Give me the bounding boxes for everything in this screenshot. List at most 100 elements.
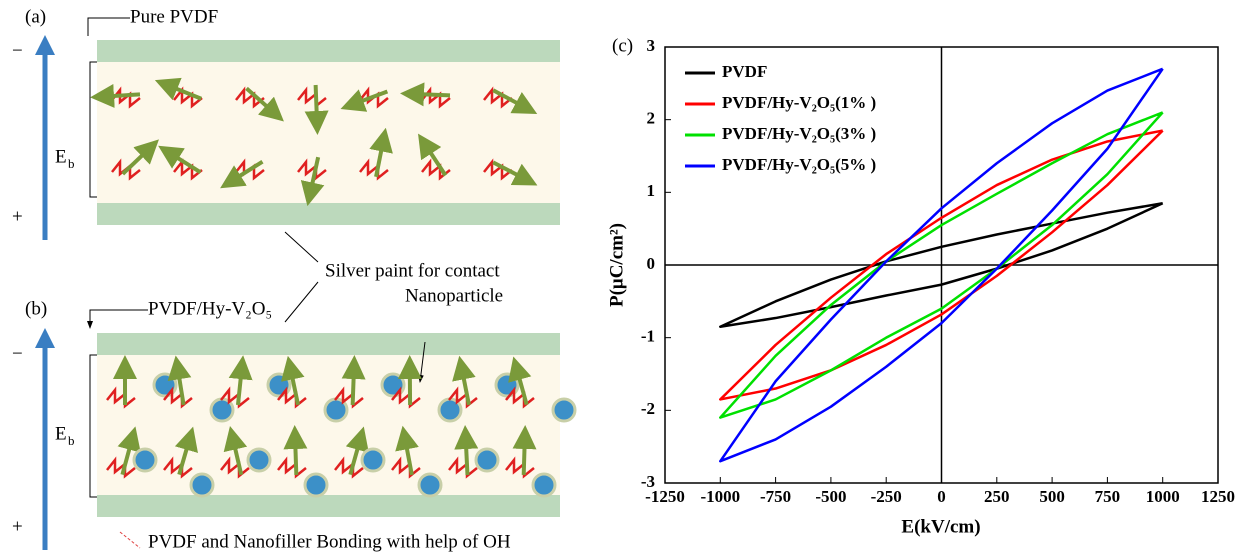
label: PVDF/Hy-V₂O₅: [148, 298, 272, 319]
nanoparticle: [531, 472, 557, 498]
x-tick-label: -750: [760, 487, 791, 506]
panel-label: (b): [25, 298, 47, 319]
sign: −: [12, 343, 23, 364]
y-axis-label: P(μC/cm²): [606, 223, 627, 307]
polymer-chain: [334, 456, 364, 479]
electrode: [97, 40, 560, 62]
dipole: [280, 355, 305, 406]
dipole: [174, 426, 198, 476]
schematic: (a) Pure PVDF (b) PVDF/Hy-V₂O₅ Nanoparti…: [12, 6, 577, 552]
polymer-chain: [220, 386, 250, 409]
dipole: [245, 86, 284, 122]
polymer-chain: [359, 158, 389, 181]
label: Pure PVDF: [130, 6, 218, 27]
bond-legend: [119, 531, 141, 549]
dipole: [400, 82, 451, 107]
sign: +: [12, 516, 23, 537]
dipole: [345, 426, 369, 476]
dipole: [340, 89, 389, 112]
nanoparticle: [360, 447, 386, 473]
dipole: [283, 425, 308, 476]
dipole: [454, 425, 479, 476]
dipole: [395, 425, 419, 476]
polymer-chain: [111, 86, 141, 109]
x-tick-label: -1250: [645, 487, 685, 506]
field-label-sub: b: [68, 156, 75, 171]
dipole: [167, 355, 192, 406]
nanoparticle: [132, 447, 158, 473]
label: Silver paint for contact: [325, 260, 500, 281]
dipole: [223, 426, 248, 476]
electrode: [97, 495, 560, 517]
y-tick-label: 0: [647, 254, 656, 273]
dipole: [158, 145, 202, 175]
series-line: [719, 111, 1164, 419]
y-tick-label: 3: [647, 36, 656, 55]
label: Nanoparticle: [405, 285, 503, 306]
dipole: [117, 426, 141, 476]
field-label: E: [55, 146, 67, 167]
x-tick-label: 1000: [1146, 487, 1180, 506]
nanoparticle: [303, 472, 329, 498]
legend-label: PVDF: [722, 62, 767, 81]
film: [97, 62, 560, 203]
panel-label: (a): [25, 6, 46, 27]
sign: +: [12, 206, 23, 227]
dipole: [304, 84, 329, 135]
x-tick-label: 750: [1095, 487, 1121, 506]
x-tick-label: -1000: [700, 487, 740, 506]
dipole: [220, 159, 264, 189]
label: PVDF and Nanofiller Bonding with help of…: [148, 531, 511, 552]
y-tick-label: 2: [647, 109, 656, 128]
polymer-chain: [421, 158, 451, 181]
y-tick-label: -1: [641, 327, 655, 346]
electrode: [97, 203, 560, 225]
nanoparticle: [551, 397, 577, 423]
chart: (c) E(kV/cm) P(μC/cm²) -1250 -1000 -750 -50…: [606, 35, 1235, 537]
electrode: [97, 333, 560, 355]
polymer-chain: [106, 456, 136, 479]
dipole: [508, 356, 532, 406]
x-tick-label: 1250: [1201, 487, 1235, 506]
y-tick-label: -3: [641, 472, 655, 491]
bracket: [89, 61, 97, 498]
dipole: [228, 355, 253, 406]
polymer-chain: [235, 86, 265, 109]
polymer-chain: [421, 86, 451, 109]
x-axis-label: E(kV/cm): [901, 516, 980, 537]
polymer-chain: [334, 386, 364, 409]
dipole: [418, 133, 448, 177]
dipole: [512, 425, 537, 476]
x-tick-label: 500: [1039, 487, 1065, 506]
dipole: [121, 139, 159, 176]
sign: −: [12, 40, 23, 61]
polymer-chain: [297, 158, 327, 181]
polymer-chain: [483, 158, 513, 181]
panel-label: (c): [612, 35, 633, 56]
x-tick-label: 0: [937, 487, 946, 506]
field-label: E: [55, 423, 67, 444]
dipole: [369, 127, 393, 178]
y-tick-label: -2: [641, 399, 655, 418]
field-label-sub: b: [68, 433, 75, 448]
nanoparticle: [474, 447, 500, 473]
pointer: [88, 17, 148, 328]
nanoparticle: [189, 472, 215, 498]
series-line: [719, 129, 1164, 401]
y-tick-label: 1: [647, 181, 656, 200]
dipole: [341, 355, 366, 406]
series-line: [719, 67, 1164, 463]
dipole: [154, 77, 203, 101]
dipole: [492, 160, 538, 186]
x-tick-label: -500: [815, 487, 846, 506]
legend-label: PVDF/Hy-V₂O₅(5% ): [722, 155, 876, 174]
dipole: [452, 355, 476, 406]
dipole: [492, 88, 538, 114]
legend-label: PVDF/Hy-V₂O₅(3% ): [722, 124, 876, 143]
nanoparticle: [246, 447, 272, 473]
polymer-chain: [483, 86, 513, 109]
nanoparticle: [417, 472, 443, 498]
polymer-chain: [163, 456, 193, 479]
